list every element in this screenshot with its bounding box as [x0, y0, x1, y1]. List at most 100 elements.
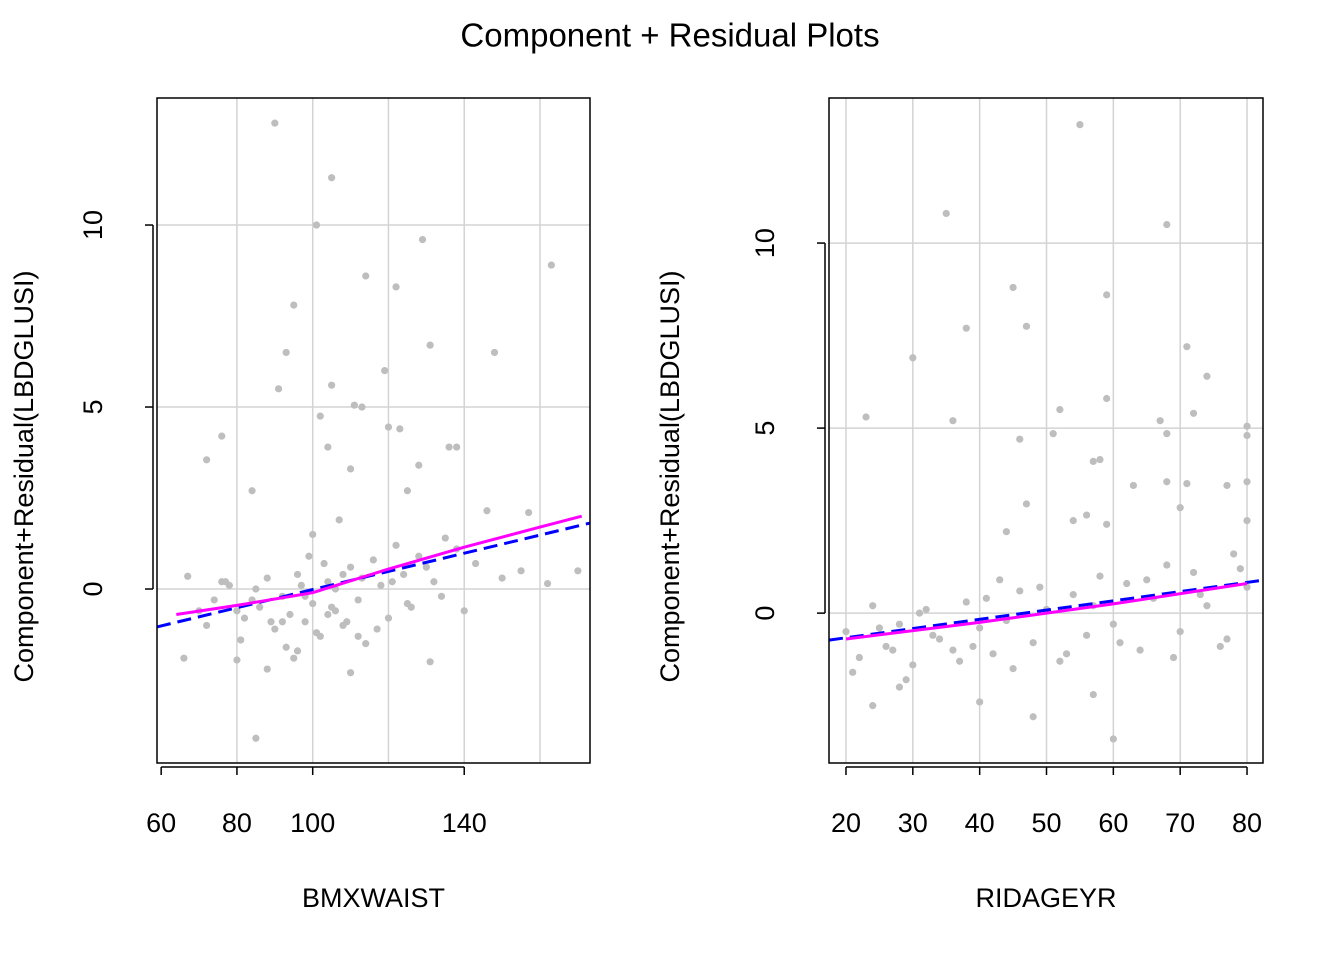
point	[1096, 572, 1104, 580]
point	[895, 683, 904, 691]
point	[855, 653, 863, 662]
point	[350, 401, 358, 409]
point	[483, 507, 491, 515]
point	[982, 594, 990, 602]
point	[441, 534, 449, 542]
panel: 60 80 100 140 0 5 10 BMXWAIST Component+Residual…	[9, 97, 591, 913]
point	[335, 516, 343, 524]
point	[305, 552, 313, 560]
point	[869, 702, 877, 710]
point	[430, 578, 438, 586]
point	[1243, 422, 1251, 430]
point	[248, 487, 256, 495]
point	[1163, 220, 1171, 229]
point	[312, 629, 321, 637]
point	[286, 610, 294, 619]
point	[415, 552, 423, 560]
point	[1243, 478, 1251, 486]
fit-line	[828, 578, 1264, 642]
point	[1062, 650, 1071, 658]
point	[324, 443, 332, 451]
point	[935, 635, 944, 643]
point	[1189, 409, 1198, 417]
point	[426, 658, 434, 666]
point	[962, 598, 970, 606]
point	[1069, 517, 1077, 525]
y-tick-label: 0	[78, 581, 108, 596]
point	[1183, 480, 1191, 488]
point	[869, 602, 877, 610]
point	[1049, 430, 1057, 438]
point	[278, 618, 286, 626]
point	[328, 381, 336, 389]
x-tick-label: 60	[1098, 808, 1128, 838]
point	[320, 559, 328, 568]
x-axis-label: RIDAGEYR	[975, 883, 1116, 913]
point	[1009, 665, 1017, 673]
point	[1183, 343, 1191, 351]
point	[252, 585, 260, 593]
figure-title: Component + Residual Plots	[460, 17, 879, 54]
point	[180, 654, 188, 662]
point	[1243, 583, 1251, 591]
point	[203, 621, 211, 630]
point	[543, 579, 552, 588]
point	[909, 661, 917, 669]
point	[233, 607, 241, 615]
point	[418, 235, 427, 244]
point	[1022, 322, 1031, 330]
point	[354, 596, 362, 604]
point	[1029, 713, 1037, 721]
point	[369, 556, 377, 564]
point	[316, 412, 324, 420]
x-tick-label: 70	[1165, 808, 1195, 838]
point	[574, 567, 582, 575]
point	[875, 624, 883, 632]
point	[1002, 528, 1010, 536]
point	[252, 734, 260, 742]
x-tick-label: 50	[1031, 808, 1061, 838]
y-tick-label: 5	[750, 421, 780, 436]
x-tick-label: 100	[290, 808, 335, 838]
point	[362, 640, 370, 648]
point	[1009, 283, 1017, 292]
point	[256, 603, 264, 611]
x-tick-label: 40	[965, 808, 995, 838]
y-tick-label: 10	[750, 228, 780, 258]
point	[328, 603, 336, 611]
x-tick-label: 20	[831, 808, 861, 838]
point	[203, 456, 211, 464]
point	[346, 465, 355, 473]
point	[895, 620, 904, 628]
point	[400, 570, 408, 579]
point	[388, 578, 396, 586]
point	[969, 642, 977, 651]
plot-frame	[156, 97, 591, 764]
point	[358, 403, 366, 411]
point	[282, 643, 290, 651]
panel: 20 30 40 50 60 70 80 0 5 10 RIDAGEYR Component+Resi…	[655, 97, 1264, 913]
point	[902, 676, 910, 684]
point	[1056, 657, 1064, 665]
point	[525, 508, 533, 517]
point	[1223, 481, 1231, 490]
point	[1056, 405, 1064, 414]
point	[346, 563, 355, 571]
point	[1243, 431, 1251, 440]
point	[1109, 620, 1117, 628]
point	[445, 443, 453, 451]
point	[996, 576, 1004, 584]
point	[1176, 504, 1184, 512]
point	[271, 119, 279, 127]
point	[263, 574, 271, 582]
point	[1163, 478, 1171, 486]
point	[1143, 576, 1151, 584]
point	[1036, 583, 1044, 591]
point	[324, 578, 332, 586]
point	[862, 413, 870, 421]
point	[1156, 417, 1164, 425]
point	[1169, 653, 1178, 662]
x-tick-label: 80	[222, 808, 252, 838]
point	[1243, 517, 1251, 525]
